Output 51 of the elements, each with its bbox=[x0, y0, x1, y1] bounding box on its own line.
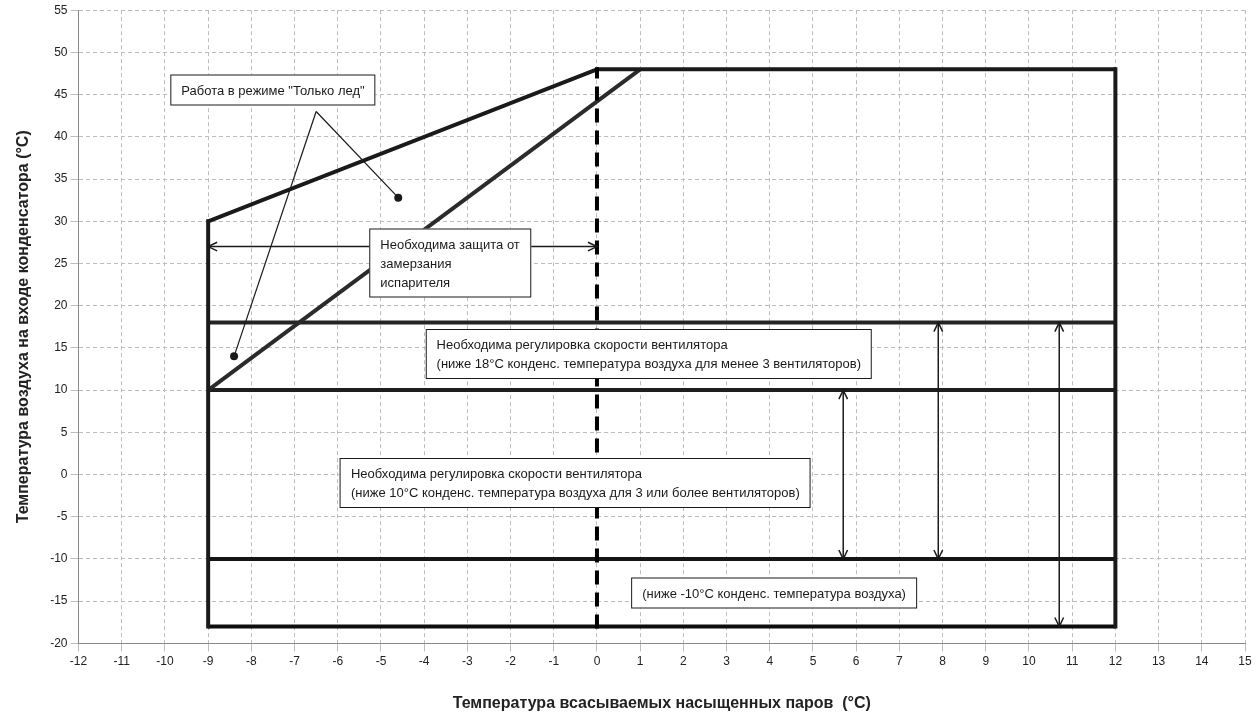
x-tick-label: 13 bbox=[1151, 653, 1166, 668]
x-tick-label: -7 bbox=[289, 653, 301, 668]
x-tick-label: 3 bbox=[723, 653, 731, 668]
y-tick-label: 20 bbox=[54, 298, 68, 313]
y-tick-label: 55 bbox=[54, 2, 68, 17]
x-tick-label: -6 bbox=[332, 653, 344, 668]
annotation: Необходима регулировка скорости вентилятора (ниже 10°C конденс. температура воздуха для 3 или более вентиляторов) bbox=[339, 457, 811, 508]
y-tick-label: 40 bbox=[54, 129, 68, 144]
annotation: Необходима защита от замерзания испарителя bbox=[369, 228, 531, 298]
y-tick-label: -20 bbox=[50, 635, 68, 650]
x-tick-label: -4 bbox=[418, 653, 430, 668]
x-tick-label: -2 bbox=[505, 653, 517, 668]
y-tick-label: -15 bbox=[50, 593, 68, 608]
x-tick-label: 14 bbox=[1195, 653, 1209, 668]
y-tick-label: 50 bbox=[54, 44, 68, 59]
x-tick-label: -5 bbox=[375, 653, 387, 668]
x-tick-label: 0 bbox=[593, 653, 601, 668]
x-tick-label: 8 bbox=[939, 653, 947, 668]
y-tick-label: 10 bbox=[54, 382, 68, 397]
x-tick-label: 7 bbox=[896, 653, 904, 668]
y-tick-label: 15 bbox=[54, 340, 68, 355]
x-axis-title: Температура всасываемых насыщенных паров (°C) bbox=[452, 693, 871, 711]
y-axis-title: Температура воздуха на входе конденсатора (°C) bbox=[14, 130, 32, 524]
x-tick-label: -1 bbox=[548, 653, 560, 668]
x-tick-label: -3 bbox=[462, 653, 474, 668]
x-tick-label: 5 bbox=[809, 653, 817, 668]
x-tick-label: -11 bbox=[113, 653, 131, 668]
x-tick-label: 15 bbox=[1238, 653, 1252, 668]
annotation: (ниже -10°C конденс. температура воздуха) bbox=[631, 577, 917, 609]
annotation: Работа в режиме "Только лед" bbox=[170, 74, 376, 106]
x-tick-label: 2 bbox=[680, 653, 688, 668]
y-tick-label: 35 bbox=[54, 171, 68, 186]
y-tick-label: 45 bbox=[54, 86, 68, 101]
x-tick-label: -12 bbox=[69, 653, 88, 668]
annotation: Необходима регулировка скорости вентилятора (ниже 18°C конденс. температура воздуха для менее 3 вентиляторов) bbox=[425, 328, 873, 379]
x-tick-label: -9 bbox=[202, 653, 214, 668]
y-tick-label: 25 bbox=[54, 255, 68, 270]
x-tick-label: -10 bbox=[156, 653, 174, 668]
x-tick-label: 1 bbox=[636, 653, 644, 668]
x-tick-label: 9 bbox=[982, 653, 990, 668]
y-tick-label: 0 bbox=[60, 466, 68, 481]
x-tick-label: -8 bbox=[246, 653, 258, 668]
x-tick-label: 6 bbox=[852, 653, 860, 668]
y-tick-label: 5 bbox=[60, 424, 68, 439]
x-tick-label: 10 bbox=[1022, 653, 1036, 668]
y-tick-label: -10 bbox=[50, 551, 68, 566]
x-tick-label: 11 bbox=[1065, 653, 1079, 668]
x-tick-label: 12 bbox=[1108, 653, 1123, 668]
x-tick-label: 4 bbox=[766, 653, 774, 668]
y-tick-label: -5 bbox=[56, 509, 68, 524]
y-tick-label: 30 bbox=[54, 213, 68, 228]
